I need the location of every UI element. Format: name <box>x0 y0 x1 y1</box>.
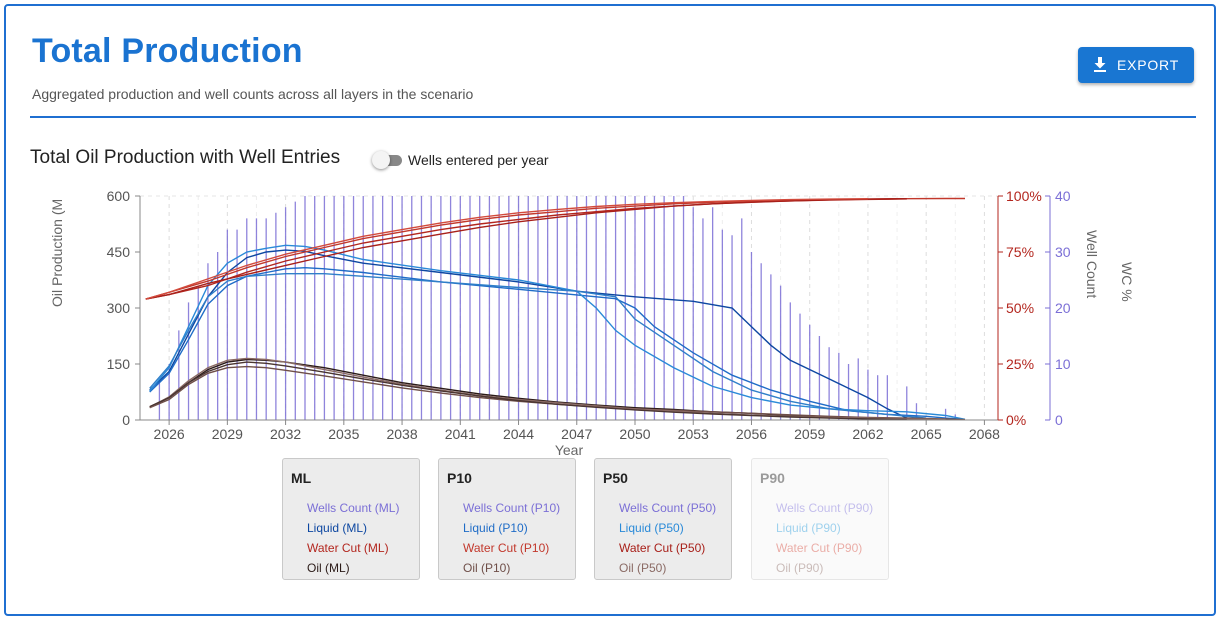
y-tick-label: 600 <box>107 188 131 204</box>
legend-item[interactable]: Wells Count (P10) <box>463 501 561 515</box>
well-tick-label: 10 <box>1055 356 1071 372</box>
series-line <box>149 249 908 419</box>
toggle-label: Wells entered per year <box>408 152 549 168</box>
x-tick-label: 2062 <box>852 426 883 442</box>
export-button-label: EXPORT <box>1116 57 1180 73</box>
x-tick-label: 2041 <box>445 426 476 442</box>
y-tick-label: 450 <box>107 244 131 260</box>
x-axis-label: Year <box>555 442 584 458</box>
legend-item[interactable]: Water Cut (ML) <box>307 541 389 555</box>
legend-item[interactable]: Oil (P50) <box>619 561 667 575</box>
legend-item[interactable]: Oil (P10) <box>463 561 511 575</box>
x-tick-label: 2050 <box>619 426 650 442</box>
series-line <box>145 197 965 300</box>
wells-per-year-toggle[interactable] <box>372 151 404 171</box>
x-tick-label: 2032 <box>270 426 301 442</box>
wc-tick-label: 0% <box>1006 412 1026 428</box>
x-tick-label: 2047 <box>561 426 592 442</box>
well-tick-label: 0 <box>1055 412 1063 428</box>
legend-group-title: P10 <box>447 470 472 486</box>
x-tick-label: 2026 <box>154 426 185 442</box>
series-line <box>145 198 907 300</box>
y-tick-label: 300 <box>107 300 131 316</box>
legend-item[interactable]: Wells Count (P90) <box>776 501 874 515</box>
legend-group-title: P50 <box>603 470 628 486</box>
x-tick-label: 2065 <box>911 426 942 442</box>
y-axis-label: Oil Production (M <box>49 199 65 307</box>
legend-item[interactable]: Water Cut (P10) <box>463 541 550 555</box>
wc-tick-label: 50% <box>1006 300 1034 316</box>
x-tick-label: 2068 <box>969 426 1000 442</box>
legend-group-ml[interactable]: ML Wells Count (ML) Liquid (ML) Water Cut (… <box>282 458 420 580</box>
header-divider <box>30 116 1196 118</box>
x-tick-label: 2053 <box>678 426 709 442</box>
wc-axis-label: WC % <box>1119 262 1135 302</box>
y-tick-label: 150 <box>107 356 131 372</box>
legend-item[interactable]: Wells Count (ML) <box>307 501 400 515</box>
series-line <box>149 273 927 419</box>
y-tick-label: 0 <box>122 412 130 428</box>
legend-item[interactable]: Water Cut (P50) <box>619 541 706 555</box>
x-tick-label: 2059 <box>794 426 825 442</box>
x-tick-label: 2044 <box>503 426 534 442</box>
well-tick-label: 30 <box>1055 244 1071 260</box>
download-icon <box>1093 57 1106 72</box>
legend-item[interactable]: Liquid (P90) <box>776 521 841 535</box>
legend-item[interactable]: Oil (P90) <box>776 561 824 575</box>
well-tick-label: 40 <box>1055 188 1071 204</box>
wc-tick-label: 100% <box>1006 188 1042 204</box>
toggle-knob <box>372 151 390 169</box>
x-tick-label: 2035 <box>328 426 359 442</box>
legend-group-p50[interactable]: P50 Wells Count (P50) Liquid (P50) Water Cu… <box>594 458 732 580</box>
legend-item[interactable]: Wells Count (P50) <box>619 501 717 515</box>
export-button[interactable]: EXPORT <box>1078 47 1194 83</box>
series-line <box>145 198 868 300</box>
legend-item[interactable]: Liquid (P10) <box>463 521 528 535</box>
legend-group-p90[interactable]: P90 Wells Count (P90) Liquid (P90) Water Cu… <box>751 458 889 580</box>
legend-item[interactable]: Water Cut (P90) <box>776 541 863 555</box>
legend-group-p10[interactable]: P10 Wells Count (P10) Liquid (P10) Water Cu… <box>438 458 576 580</box>
wc-tick-label: 75% <box>1006 244 1034 260</box>
wc-tick-label: 25% <box>1006 356 1034 372</box>
legend-item[interactable]: Liquid (P50) <box>619 521 684 535</box>
page-title: Total Production <box>32 32 303 70</box>
x-tick-label: 2056 <box>736 426 767 442</box>
series-line <box>149 365 966 421</box>
series-line <box>149 361 907 421</box>
chart-title: Total Oil Production with Well Entries <box>30 147 341 168</box>
x-tick-label: 2038 <box>386 426 417 442</box>
legend-item[interactable]: Oil (ML) <box>307 561 350 575</box>
page-subtitle: Aggregated production and well counts ac… <box>32 86 474 102</box>
legend-group-title: ML <box>291 470 312 486</box>
well-axis-label: Well Count <box>1084 230 1100 298</box>
legend-group-title: P90 <box>760 470 785 486</box>
well-tick-label: 20 <box>1055 300 1071 316</box>
x-tick-label: 2029 <box>212 426 243 442</box>
legend-item[interactable]: Liquid (ML) <box>307 521 368 535</box>
